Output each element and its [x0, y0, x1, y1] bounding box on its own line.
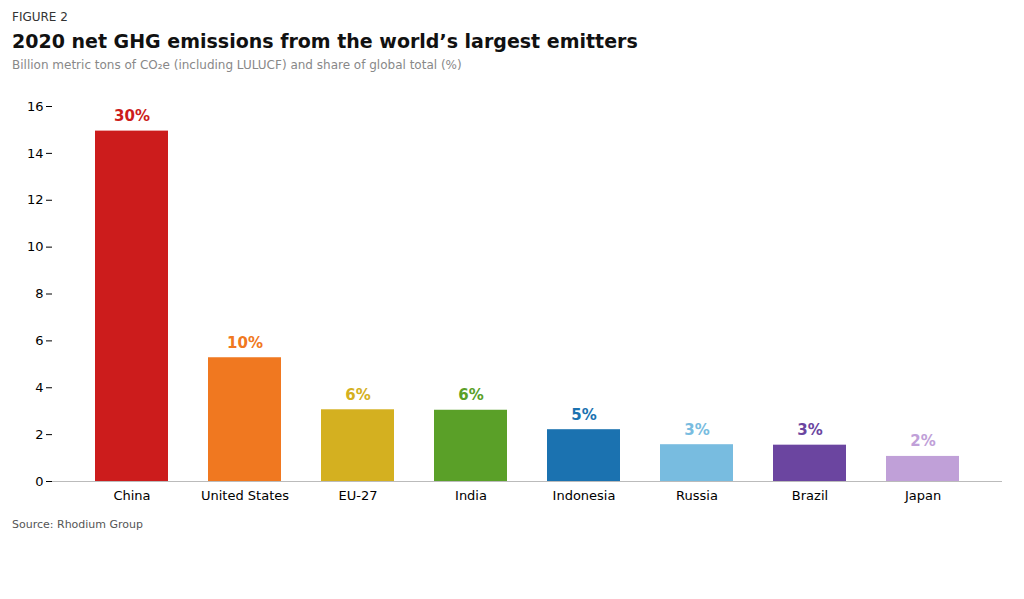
html-text:Source: Rhodium Group: Source: Rhodium Group: [12, 518, 143, 531]
svg-text:EU-27: EU-27: [339, 488, 378, 503]
svg-text:Brazil: Brazil: [792, 488, 828, 503]
svg-text:Russia: Russia: [676, 488, 718, 503]
svg-text:30%: 30%: [114, 107, 150, 125]
svg-text:2%: 2%: [910, 432, 935, 450]
svg-text:3%: 3%: [684, 421, 709, 439]
svg-text:6: 6: [35, 333, 43, 348]
svg-text:China: China: [113, 488, 150, 503]
html-text:FIGURE 2: FIGURE 2: [12, 10, 68, 24]
svg-text:8: 8: [35, 286, 43, 301]
svg-text:United States: United States: [201, 488, 289, 503]
svg-text:14: 14: [27, 146, 44, 161]
svg-text:3%: 3%: [797, 421, 822, 439]
svg-text:India: India: [455, 488, 487, 503]
html-text:Billion metric tons of CO₂e (i: Billion metric tons of CO₂e (including L…: [12, 58, 462, 72]
svg-text:10%: 10%: [227, 334, 263, 352]
svg-text:2: 2: [35, 427, 43, 442]
svg-text:10: 10: [27, 239, 44, 254]
svg-text:16: 16: [27, 99, 44, 114]
svg-text:12: 12: [27, 192, 44, 207]
svg-text:5%: 5%: [571, 406, 596, 424]
svg-text:0: 0: [35, 474, 43, 489]
svg-text:6%: 6%: [345, 386, 370, 404]
svg-text:Indonesia: Indonesia: [553, 488, 616, 503]
html-text:2020 net GHG emissions from th: 2020 net GHG emissions from the world’s …: [12, 30, 638, 52]
svg-text:Japan: Japan: [904, 488, 941, 503]
svg-text:4: 4: [35, 380, 43, 395]
svg-text:6%: 6%: [458, 386, 483, 404]
